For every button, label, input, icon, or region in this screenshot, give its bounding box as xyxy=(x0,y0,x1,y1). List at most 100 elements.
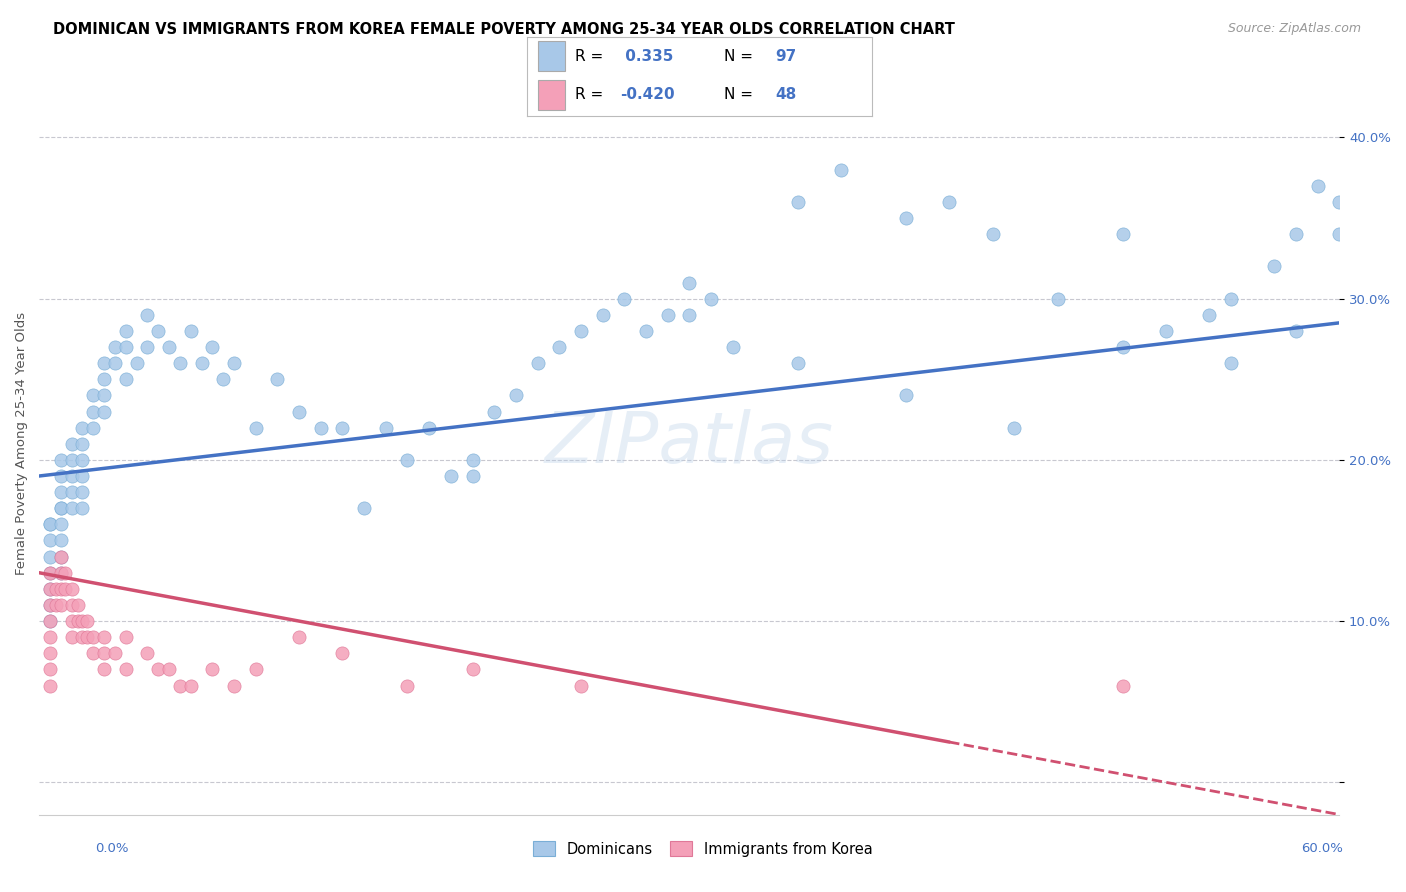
Point xyxy=(72,469,94,483)
Point xyxy=(93,372,115,386)
Point xyxy=(49,485,72,500)
Text: R =: R = xyxy=(575,49,609,64)
Point xyxy=(93,663,115,677)
Point xyxy=(39,614,62,628)
Point xyxy=(482,404,505,418)
Point xyxy=(894,211,917,225)
Point xyxy=(39,533,62,548)
Text: 48: 48 xyxy=(775,87,797,103)
Point xyxy=(136,340,159,354)
Point xyxy=(72,501,94,516)
Point xyxy=(104,356,127,370)
Point xyxy=(678,276,700,290)
Point xyxy=(39,646,62,660)
Point xyxy=(169,356,191,370)
Point xyxy=(332,420,354,434)
Point xyxy=(72,453,94,467)
Point xyxy=(45,582,67,596)
Point xyxy=(114,663,136,677)
Point xyxy=(82,388,104,402)
Point xyxy=(569,679,592,693)
Point xyxy=(60,582,83,596)
Point xyxy=(938,194,960,209)
Point xyxy=(114,372,136,386)
Point xyxy=(721,340,744,354)
Point xyxy=(461,663,484,677)
Point xyxy=(49,533,72,548)
Point xyxy=(82,420,104,434)
Point xyxy=(49,566,72,580)
Y-axis label: Female Poverty Among 25-34 Year Olds: Female Poverty Among 25-34 Year Olds xyxy=(15,312,28,575)
Point xyxy=(1046,292,1069,306)
Text: ZIPatlas: ZIPatlas xyxy=(544,409,834,478)
Point xyxy=(1329,227,1351,242)
Point xyxy=(786,194,808,209)
Point xyxy=(60,485,83,500)
Text: N =: N = xyxy=(724,87,758,103)
Point xyxy=(1263,260,1285,274)
Legend: Dominicans, Immigrants from Korea: Dominicans, Immigrants from Korea xyxy=(527,835,879,863)
FancyBboxPatch shape xyxy=(537,80,565,110)
Point xyxy=(548,340,571,354)
Point xyxy=(396,453,419,467)
Point xyxy=(49,501,72,516)
Point xyxy=(60,453,83,467)
Point xyxy=(224,679,246,693)
Point xyxy=(148,324,170,338)
Point xyxy=(82,646,104,660)
Point xyxy=(67,598,90,612)
Point xyxy=(1285,324,1308,338)
Point xyxy=(53,582,76,596)
Point xyxy=(125,356,148,370)
Point xyxy=(266,372,288,386)
Point xyxy=(1285,227,1308,242)
Point xyxy=(39,549,62,564)
Point xyxy=(39,582,62,596)
Point xyxy=(60,436,83,450)
Point xyxy=(1219,356,1241,370)
Text: 97: 97 xyxy=(775,49,797,64)
Point xyxy=(678,308,700,322)
Point xyxy=(60,614,83,628)
Point xyxy=(104,646,127,660)
Text: -0.420: -0.420 xyxy=(620,87,675,103)
Point xyxy=(180,679,202,693)
Point xyxy=(60,469,83,483)
Point xyxy=(93,404,115,418)
Point xyxy=(114,324,136,338)
Point xyxy=(49,598,72,612)
Point xyxy=(212,372,235,386)
Point xyxy=(190,356,212,370)
Point xyxy=(148,663,170,677)
Point xyxy=(72,420,94,434)
Point xyxy=(60,630,83,644)
Point xyxy=(72,614,94,628)
Point xyxy=(592,308,614,322)
Point xyxy=(224,356,246,370)
Point xyxy=(1154,324,1177,338)
Point xyxy=(93,646,115,660)
Point xyxy=(157,663,180,677)
Point xyxy=(309,420,332,434)
Point xyxy=(49,501,72,516)
Point xyxy=(374,420,396,434)
Point xyxy=(114,340,136,354)
Point xyxy=(136,308,159,322)
Point xyxy=(1198,308,1220,322)
Point xyxy=(39,679,62,693)
Point xyxy=(353,501,375,516)
Point xyxy=(440,469,463,483)
Point xyxy=(700,292,723,306)
Point xyxy=(53,566,76,580)
Point xyxy=(461,469,484,483)
Point xyxy=(82,630,104,644)
Point xyxy=(72,485,94,500)
Point xyxy=(136,646,159,660)
Point xyxy=(526,356,548,370)
Text: 0.335: 0.335 xyxy=(620,49,673,64)
Point xyxy=(634,324,657,338)
Point xyxy=(39,614,62,628)
Point xyxy=(786,356,808,370)
Text: 0.0%: 0.0% xyxy=(96,842,129,855)
Point xyxy=(39,630,62,644)
